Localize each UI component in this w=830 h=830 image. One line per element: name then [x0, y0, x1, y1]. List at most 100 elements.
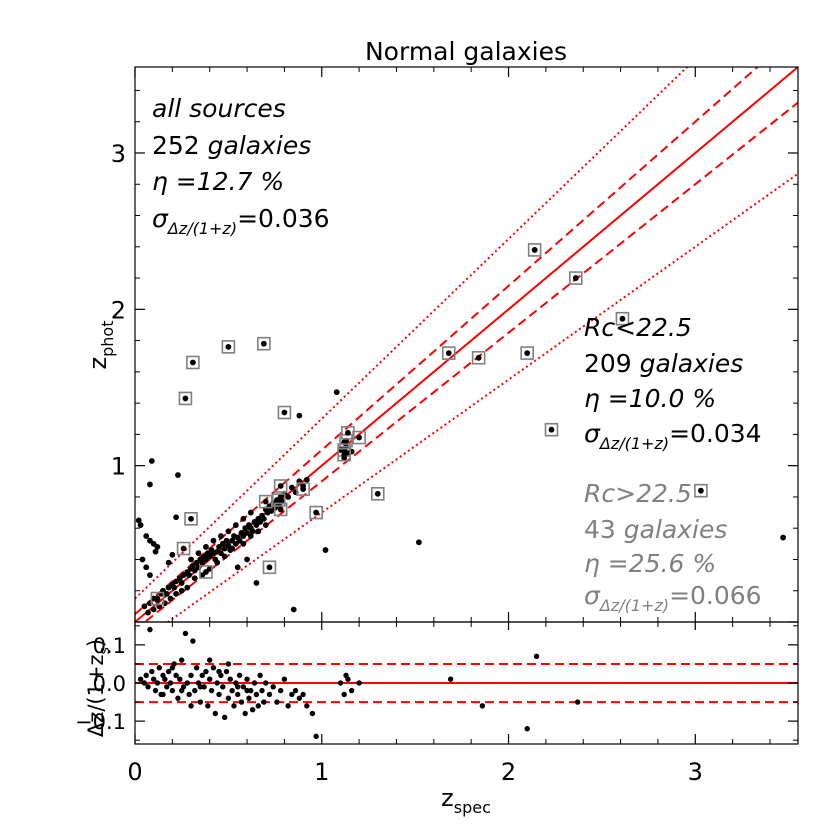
residual-point [214, 680, 220, 686]
x-tick-label: 3 [688, 758, 703, 786]
data-point [147, 481, 153, 488]
residual-y-tick-label: 0.1 [93, 634, 126, 658]
data-point [147, 572, 153, 578]
data-point [247, 533, 254, 539]
residual-point [309, 710, 316, 717]
data-point [221, 553, 228, 560]
residual-point [225, 661, 232, 667]
residual-point [229, 687, 235, 694]
data-point [182, 395, 189, 402]
residual-point [160, 691, 166, 698]
data-point [300, 486, 306, 493]
residual-point [205, 703, 211, 709]
data-point [175, 472, 181, 478]
data-point [255, 528, 262, 535]
data-point [296, 412, 303, 419]
residual-point [296, 695, 303, 701]
annotation-all-title: all sources [152, 94, 286, 123]
data-point [139, 556, 146, 563]
data-point [240, 515, 247, 522]
y-tick-label: 2 [111, 296, 126, 324]
annotation-bright-count: 209 galaxies [584, 349, 743, 378]
residual-point [225, 695, 232, 701]
residual-point [207, 657, 213, 663]
data-point [150, 606, 157, 613]
residual-point [574, 699, 581, 705]
data-point [165, 559, 172, 566]
data-point [548, 426, 555, 433]
annotation-faint-count: 43 galaxies [584, 515, 727, 544]
data-point [415, 539, 422, 546]
faint-source-box [184, 512, 198, 526]
data-point [171, 584, 178, 591]
data-point [232, 522, 239, 528]
data-point [572, 275, 579, 281]
data-point [145, 609, 151, 616]
data-point [240, 540, 247, 547]
faint-source-box [221, 340, 236, 354]
data-point [290, 606, 297, 613]
data-point [203, 544, 209, 550]
ref-line-dotted [135, 67, 689, 600]
residual-point [337, 680, 344, 686]
residual-y-axis-label-sub: s [97, 647, 113, 654]
residual-point [251, 680, 258, 686]
residual-point [156, 665, 162, 671]
residual-point [162, 676, 168, 682]
x-tick-label: 0 [127, 758, 142, 786]
main-scatter-points [135, 243, 786, 616]
faint-source-box [273, 479, 288, 493]
residual-point [242, 710, 248, 717]
residual-point [255, 703, 261, 709]
residual-point [259, 687, 265, 694]
residual-point [249, 706, 256, 713]
data-point [303, 476, 310, 483]
faint-source-box [544, 422, 559, 437]
residual-point [235, 691, 241, 698]
x-axis-label-sub: spec [454, 798, 491, 817]
data-point [345, 429, 351, 436]
residual-point [289, 691, 295, 698]
data-point [277, 483, 284, 489]
residual-point [300, 691, 306, 698]
residual-point [313, 733, 319, 740]
data-point [266, 564, 273, 571]
data-point [152, 548, 159, 555]
axis-tick-labels: 0 1 2 3 1 2 3 −0.1 0.0 0.1 [75, 140, 703, 786]
residual-point [152, 687, 159, 694]
data-point [173, 590, 179, 597]
y-tick-label: 3 [111, 140, 126, 168]
annotation-faint: Rc>22.5 43 galaxies η =25.6 % σΔz/(1+z)=… [584, 479, 762, 615]
data-point [135, 517, 142, 524]
x-tick-label: 1 [314, 758, 329, 786]
residual-point [145, 684, 151, 690]
data-point [154, 544, 161, 550]
annotation-bright-sigma: σΔz/(1+z)=0.034 [584, 419, 762, 453]
faint-source-box [615, 311, 630, 326]
data-point [333, 389, 340, 396]
faint-source-box [272, 493, 286, 507]
residual-point [270, 684, 276, 690]
data-point [247, 509, 254, 516]
data-point [188, 556, 194, 563]
residual-point [169, 665, 176, 671]
residual-point [220, 684, 226, 690]
faint-source-box [199, 565, 213, 579]
residual-point [178, 687, 185, 694]
data-point [281, 409, 288, 416]
annotation-bright-title: Rc<22.5 [584, 313, 692, 342]
residual-point [201, 684, 207, 690]
data-point [214, 559, 221, 566]
residual-point [248, 687, 254, 694]
annotation-all-count: 252 galaxies [152, 131, 311, 160]
data-point [322, 547, 329, 553]
data-point [285, 494, 292, 500]
data-point [253, 580, 260, 586]
data-point [531, 247, 538, 253]
data-point [203, 569, 209, 575]
data-point [173, 514, 179, 521]
data-point [154, 595, 161, 602]
faint-source-box [471, 350, 486, 365]
data-point [225, 343, 232, 350]
faint-source-box [262, 560, 277, 575]
